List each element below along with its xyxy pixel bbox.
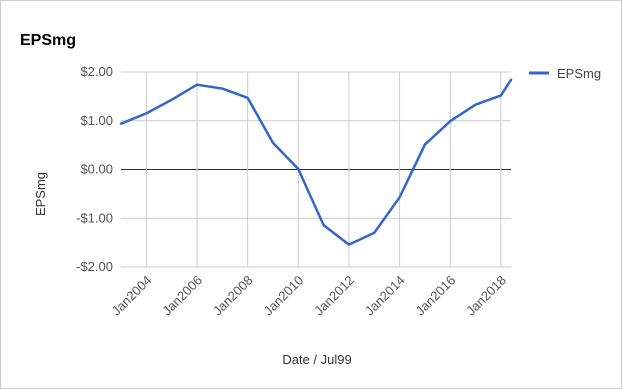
legend-label: EPSmg bbox=[557, 66, 601, 81]
x-tick-label: Jan2008 bbox=[210, 273, 256, 319]
x-tick-label: Jan2012 bbox=[311, 273, 357, 319]
gridlines bbox=[121, 71, 511, 268]
x-tick-label: Jan2014 bbox=[362, 273, 408, 319]
x-tick-label: Jan2016 bbox=[412, 273, 458, 319]
chart-title: EPSmg bbox=[20, 32, 76, 49]
y-tick-label: $0.00 bbox=[80, 162, 113, 177]
x-axis-title: Date / Jul99 bbox=[282, 352, 351, 367]
x-tick-label: Jan2006 bbox=[159, 273, 205, 319]
series-line-epsmg bbox=[119, 78, 513, 246]
y-axis-ticks: $2.00 $1.00 $0.00 -$1.00 -$2.00 bbox=[76, 64, 113, 274]
y-tick-label: -$1.00 bbox=[76, 210, 113, 225]
legend[interactable]: EPSmg bbox=[529, 66, 601, 81]
y-axis-title: EPSmg bbox=[33, 172, 48, 216]
y-tick-label: $1.00 bbox=[80, 113, 113, 128]
y-tick-label: $2.00 bbox=[80, 64, 113, 79]
x-tick-label: Jan2010 bbox=[261, 273, 307, 319]
series-lines bbox=[119, 78, 513, 246]
x-tick-label: Jan2018 bbox=[463, 273, 509, 319]
x-tick-label: Jan2004 bbox=[109, 273, 155, 319]
y-tick-label: -$2.00 bbox=[76, 259, 113, 274]
x-axis-ticks: Jan2004 Jan2006 Jan2008 Jan2010 Jan2012 Jan20… bbox=[109, 273, 509, 319]
